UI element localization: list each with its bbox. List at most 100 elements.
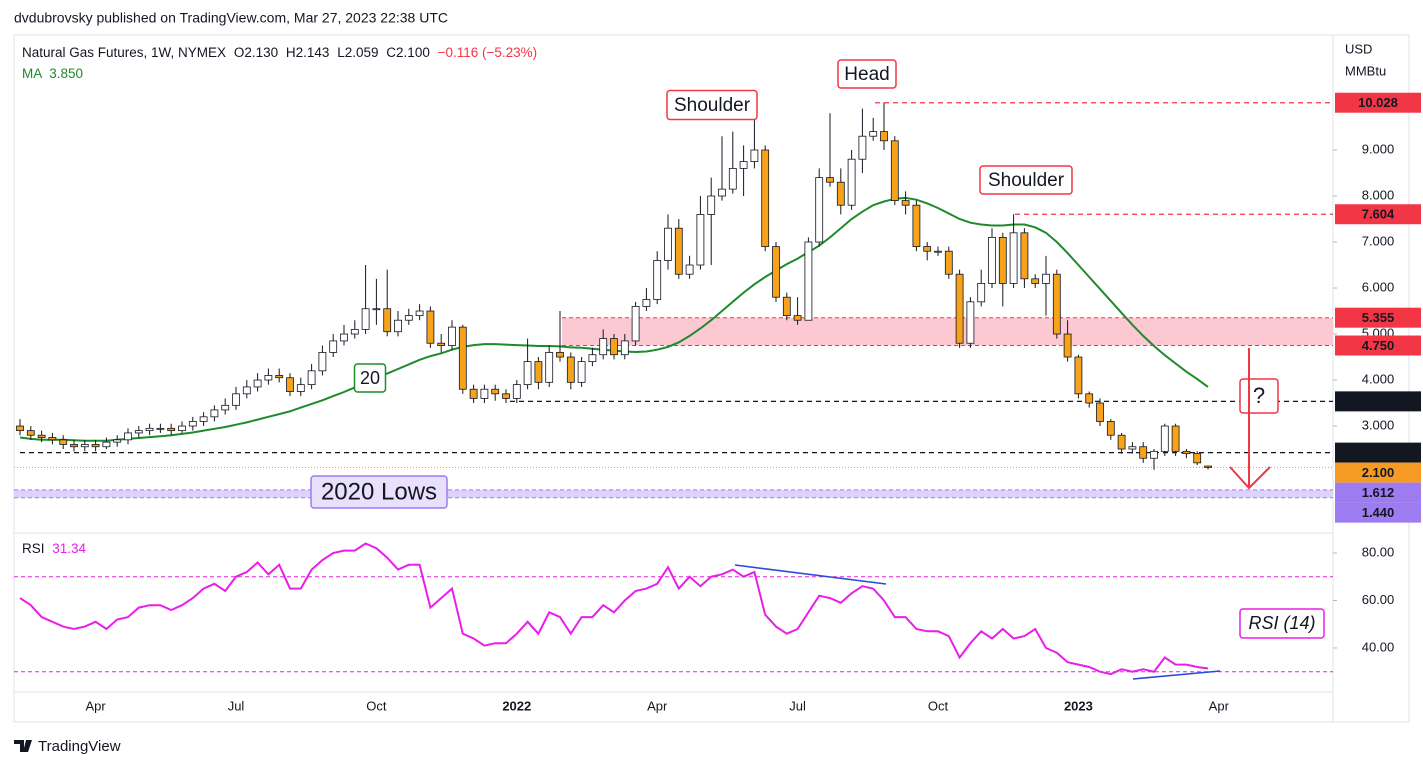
ohlc-value: 2.130 [244,45,278,60]
candle-body [631,306,640,342]
candle-body [286,377,294,392]
candle-body [221,404,230,411]
zone [562,317,1333,346]
unit-label: USD [1345,41,1372,56]
candle-body [232,393,240,406]
candle-body [599,338,608,356]
annotation-text: 20 [360,368,380,388]
price-label: 10.028 [1358,95,1398,110]
candle-body [404,315,413,321]
candle-body [707,195,716,215]
ohlc-label: L [337,45,345,60]
candle-body [793,315,802,321]
candle-body [901,200,910,206]
x-tick-label: Jul [228,698,245,713]
zone [14,489,1333,498]
candle-body [1139,446,1148,459]
candle-body [26,430,35,436]
candle-body [426,310,435,344]
candle-body [642,299,651,307]
candle-body [988,237,996,284]
brand-logo [14,740,32,752]
annotation-box [666,89,758,121]
chart-frame [13,34,1410,723]
x-tick-label: 2022 [502,698,531,713]
divergence-line [734,564,887,585]
annotation-box [979,165,1073,195]
candle-body [37,434,46,438]
annotation-box [837,59,897,89]
candle-body [880,131,888,142]
candle-body [167,427,176,432]
divergence-line [1132,670,1221,680]
candle-body [383,308,392,333]
candle-body [750,149,759,162]
x-tick-label: Oct [928,698,949,713]
candle-body [836,181,845,206]
candle-body [394,319,402,333]
annotation-text: Shoulder [988,170,1065,191]
candle-body [124,432,132,441]
candle-body [113,439,122,443]
x-tick-label: Apr [1209,698,1230,713]
candle-body [1106,421,1115,436]
candle-body [329,340,338,353]
candle-body [1117,434,1126,450]
candle-body [134,430,143,434]
candle-body [448,326,456,346]
ma-name: MA [22,66,42,81]
price-label: 4.750 [1362,338,1395,353]
y-tick-label: 6.000 [1362,279,1395,294]
candle-body [91,444,100,448]
candle-body [178,425,186,432]
price-label-box [1335,462,1421,483]
candle-body [512,384,521,399]
candle-body [1074,356,1083,395]
candle-body [80,444,89,448]
candle-body [491,388,500,395]
annotation-box [310,475,448,509]
candle-body [502,393,510,399]
candle-body [1182,450,1191,455]
price-label: 2.100 [1362,465,1395,480]
candle-body [955,273,964,344]
price-label-box [1335,335,1421,356]
unit-label: MMBtu [1345,63,1386,78]
candle-body [977,283,986,303]
ohlc-label: C [386,45,396,60]
y-tick-label: 60.00 [1362,592,1395,607]
candle-body [340,333,348,342]
candle-body [1204,465,1212,468]
rsi-name: RSI [22,541,45,556]
y-tick-label: 40.00 [1362,639,1395,654]
price-label: 7.604 [1362,207,1395,222]
annotation-text: ? [1253,383,1265,408]
annotation-box [1239,608,1325,639]
candle-body [523,361,532,386]
candle-body [728,168,737,190]
candle-body [145,427,154,432]
candle-body [718,188,726,197]
candle-body [923,246,932,252]
price-label-box [1335,502,1421,523]
candle-body [577,361,586,383]
candle-body [739,161,748,169]
candle-body [1031,278,1040,284]
candle-body [620,340,629,356]
candle-body [199,416,208,422]
ohlc-label: O [234,45,245,60]
candle-body [674,227,683,275]
y-tick-label: 3.000 [1362,417,1395,432]
x-tick-label: Apr [85,698,106,713]
candle-body [847,158,856,206]
candle-body [653,260,662,300]
price-label-box [1335,391,1421,412]
x-tick-label: Apr [647,698,668,713]
rsi-legend: RSI 31.34 [22,541,87,556]
candle-body [59,439,68,445]
y-tick-label: 7.000 [1362,233,1395,248]
candle-body [264,375,273,381]
candle-body [858,135,867,160]
price-label-box [1335,204,1421,225]
annotation-text: Shoulder [674,95,751,116]
